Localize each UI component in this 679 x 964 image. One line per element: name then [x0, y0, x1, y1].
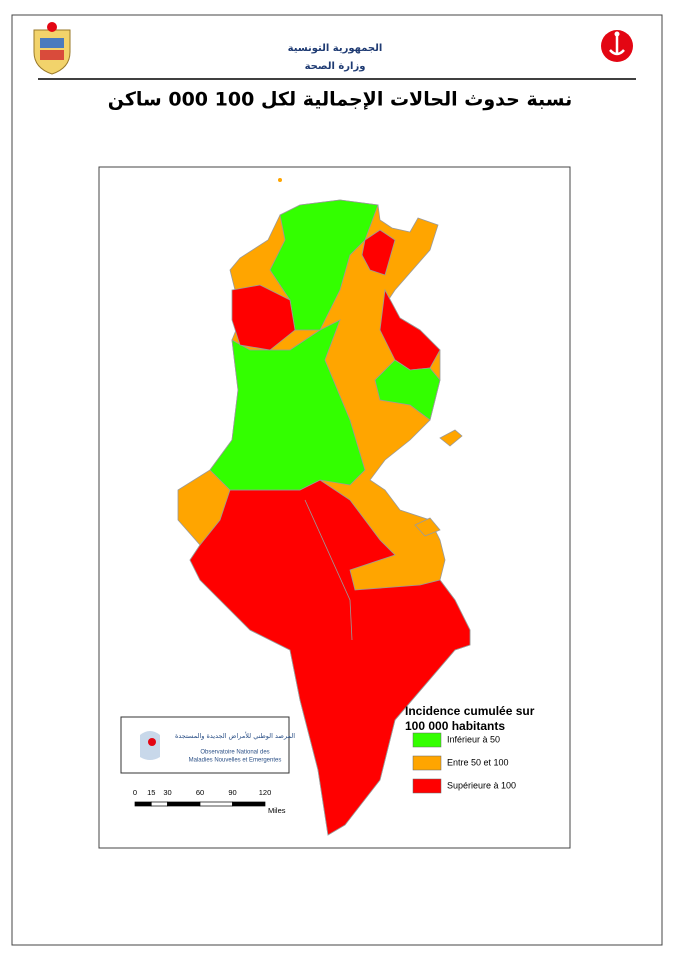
scale-tick-label: 0	[133, 788, 137, 797]
observatory-logo: المرصد الوطني للأمراض الجديدة والمستجدة …	[120, 716, 295, 774]
map	[177, 178, 471, 836]
region-green	[374, 359, 441, 421]
legend-swatch	[412, 778, 442, 794]
legend-label: Entre 50 et 100	[447, 757, 509, 767]
page-border	[11, 14, 663, 946]
legend-title: 100 000 habitants	[405, 719, 505, 733]
header-line-2: وزارة الصحة	[305, 61, 366, 72]
scale-segment	[150, 801, 168, 807]
legend-label: Supérieure à 100	[447, 780, 516, 790]
logo-french: Maladies Nouvelles et Emergentes	[189, 758, 282, 764]
scale-tick-label: 120	[259, 788, 272, 797]
region-red	[189, 479, 471, 836]
region-green	[269, 199, 379, 331]
scale-tick-label: 30	[163, 788, 171, 797]
legend-title: Incidence cumulée sur	[405, 704, 535, 718]
header-line-1: الجمهورية التونسية	[288, 43, 383, 54]
scale-tick-label: 60	[196, 788, 204, 797]
scale-tick-label: 15	[147, 788, 155, 797]
region-green	[209, 319, 366, 491]
scale-segment	[199, 801, 233, 807]
island	[278, 178, 282, 182]
scale-segment	[232, 801, 266, 807]
legend-label: Inférieur à 50	[447, 734, 500, 744]
region-red	[361, 229, 396, 276]
island	[414, 517, 441, 537]
scale-segment	[134, 801, 152, 807]
island	[439, 429, 463, 447]
scale-bar: 0 15 30 60 90 120 Miles	[133, 788, 286, 815]
logo-french: Observatoire National des	[200, 750, 269, 756]
region-border	[304, 499, 353, 641]
legend: Inférieur à 50 Entre 50 et 100 Supérieure …	[412, 732, 516, 794]
ministry-logo	[601, 30, 633, 62]
scale-tick-label: 90	[228, 788, 236, 797]
region-red	[231, 284, 296, 351]
coat-of-arms	[33, 22, 71, 75]
page-title: نسبة حدوث الحالات الإجمالية لكل 100 000 …	[108, 89, 572, 111]
scale-segment	[167, 801, 201, 807]
legend-swatch	[412, 732, 442, 748]
scale-unit: Miles	[268, 806, 286, 815]
logo-arabic: المرصد الوطني للأمراض الجديدة والمستجدة	[175, 731, 295, 740]
legend-swatch	[412, 755, 442, 771]
